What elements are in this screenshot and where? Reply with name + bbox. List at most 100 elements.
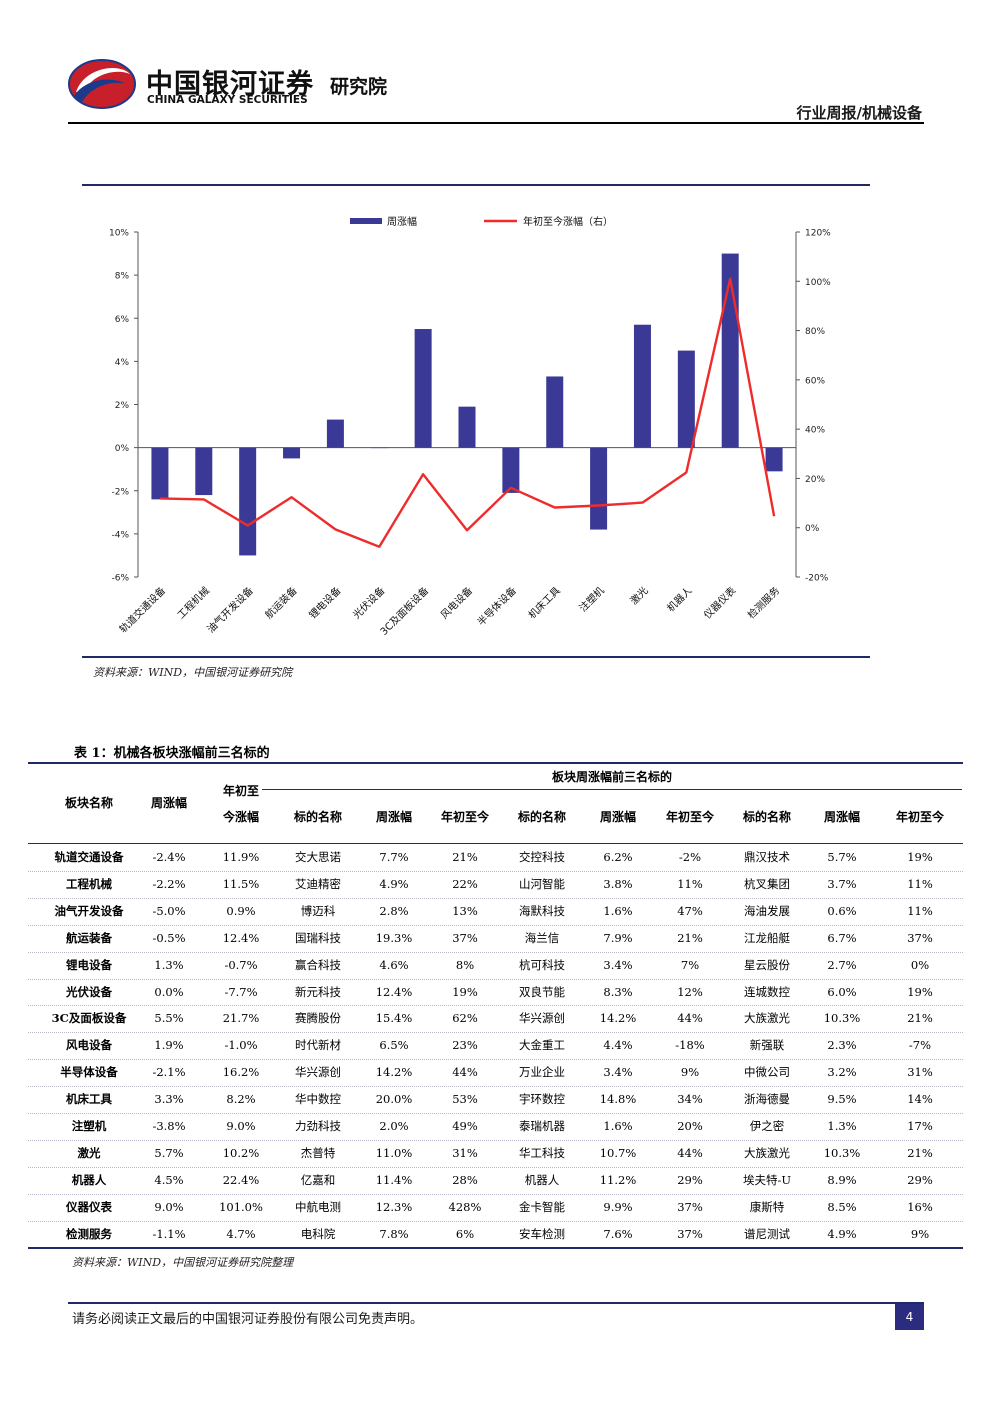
table-header-cell: 年初至今 — [665, 810, 714, 824]
table-cell: 华中数控 — [295, 1092, 341, 1107]
row-divider — [28, 951, 963, 953]
bar-6 — [414, 329, 432, 448]
table-cell: 5.5% — [154, 1011, 184, 1026]
table-cell: 4.4% — [603, 1038, 633, 1053]
sector-name: 注塑机 — [71, 1119, 107, 1133]
right-tick-label: 80% — [805, 327, 825, 337]
disclaimer-text: 请务必阅读正文最后的中国银河证券股份有限公司免责声明。 — [72, 1312, 424, 1327]
table-cell: 国瑞科技 — [295, 930, 341, 945]
table-cell: 6.7% — [827, 930, 857, 945]
table-cell: 20% — [677, 1119, 703, 1133]
table-cell: 21% — [677, 930, 703, 945]
table-cell: 4.9% — [379, 876, 409, 891]
table-cell: 101.0% — [219, 1199, 263, 1214]
table-cell: 12.4% — [222, 930, 260, 945]
footer-divider — [68, 1302, 924, 1304]
table-cell: 9.9% — [603, 1199, 633, 1214]
row-divider — [28, 1032, 963, 1034]
table-cell: 37% — [907, 930, 933, 945]
right-tick-label: 20% — [805, 475, 825, 485]
company-name-en: CHINA GALAXY SECURITIES — [147, 94, 308, 106]
table-cell: 大族激光 — [744, 1145, 790, 1160]
table-cell: 1.3% — [827, 1119, 857, 1133]
table-cell: 9.0% — [154, 1199, 184, 1214]
page-number: 4 — [895, 1304, 924, 1330]
table-cell: 10.3% — [823, 1145, 861, 1160]
table-cell: 2.3% — [827, 1038, 857, 1053]
table-cell: 8.9% — [827, 1172, 857, 1187]
table-cell: 12% — [677, 984, 703, 999]
table-cell: 艾迪精密 — [295, 876, 341, 891]
table-body: 轨道交通设备 -2.4% 11.9% 交大思诺 7.7% 21% 交控科技 6.2% -2% 鼎汉… — [0, 0, 992, 1241]
table-cell: 23% — [452, 1038, 478, 1053]
bar-10 — [590, 447, 608, 530]
table-cell: 11.5% — [222, 876, 260, 891]
table-cell: 44% — [677, 1011, 703, 1026]
left-tick-label: 10% — [109, 229, 129, 239]
table-header-cell: 周涨幅 — [375, 810, 412, 824]
sector-name: 仪器仪表 — [66, 1199, 112, 1214]
category-label: 半导体设备 — [474, 584, 519, 629]
sector-name: 激光 — [77, 1145, 101, 1160]
table-cell: 6.2% — [603, 850, 633, 864]
left-tick-label: 0% — [115, 444, 130, 454]
table-cell: 53% — [452, 1092, 478, 1107]
table-header-cell: 周涨幅 — [150, 796, 187, 810]
table-cell: 34% — [677, 1092, 703, 1107]
table-cell: 大族激光 — [744, 1011, 790, 1026]
category-label: 机床工具 — [525, 584, 562, 621]
table-cell: 安车检测 — [519, 1226, 565, 1241]
table-cell: 1.6% — [603, 903, 633, 918]
table-cell: 29% — [907, 1172, 933, 1187]
row-divider — [28, 1059, 963, 1061]
table-cell: -2.2% — [152, 876, 186, 891]
right-tick-label: 120% — [805, 229, 831, 239]
left-tick-label: -2% — [111, 487, 129, 497]
table-cell: -7.7% — [224, 984, 258, 999]
table-cell: 海兰信 — [524, 930, 560, 945]
table-cell: 伊之密 — [749, 1119, 785, 1133]
table-cell: 37% — [677, 1226, 703, 1241]
table-cell: 2.7% — [827, 957, 857, 972]
right-tick-label: 100% — [805, 278, 831, 288]
table-cell: 4.5% — [154, 1172, 184, 1187]
table-cell: 19.3% — [375, 930, 413, 945]
table-cell: 4.7% — [226, 1226, 256, 1241]
sector-name: 轨道交通设备 — [54, 850, 124, 864]
table-cell: 10.7% — [599, 1145, 637, 1160]
table-cell: 28% — [452, 1172, 478, 1187]
row-divider — [28, 924, 963, 926]
left-tick-label: -6% — [111, 574, 129, 584]
category-label: 注塑机 — [576, 584, 606, 614]
table-cell: 5.7% — [154, 1145, 184, 1160]
document-type: 行业周报/机械设备 — [796, 104, 922, 122]
table-cell: 7.7% — [379, 850, 409, 864]
table-cell: 22.4% — [222, 1172, 260, 1187]
category-label: 油气开发设备 — [204, 584, 256, 636]
table-cell: 杰普特 — [300, 1145, 336, 1160]
sector-name: 半导体设备 — [60, 1065, 118, 1080]
table-cell: 4.9% — [827, 1226, 857, 1241]
company-name-cn: 中国银河证券 — [146, 69, 314, 100]
table-cell: 6% — [455, 1226, 475, 1241]
table-cell: 机器人 — [524, 1172, 560, 1187]
table-cell: 万业企业 — [519, 1065, 565, 1080]
table-cell: 中航电测 — [295, 1199, 341, 1214]
row-divider — [28, 897, 963, 899]
table-header-row: 板块名称 周涨幅 年初至 今涨幅 标的名称 周涨幅 年初至今 标的名称 周涨幅 年初至今 标的名称周… — [0, 0, 992, 824]
table-cell: 14% — [907, 1092, 933, 1107]
table-header-cell: 年初至 今涨幅 — [210, 778, 272, 830]
category-label: 机器人 — [664, 584, 694, 614]
table-cell: 连城数控 — [744, 984, 790, 999]
table-header-cell: 年初至今 — [895, 810, 944, 824]
table-cell: 21% — [452, 850, 478, 864]
table-cell: 3.2% — [827, 1065, 857, 1080]
table-cell: -0.7% — [224, 957, 258, 972]
table-cell: 3.8% — [603, 876, 633, 891]
table-cell: 浙海德曼 — [744, 1092, 790, 1107]
category-label: 风电设备 — [438, 584, 475, 621]
bar-11 — [633, 324, 651, 448]
table-cell: 赛腾股份 — [295, 1011, 341, 1026]
left-tick-label: 2% — [115, 401, 130, 411]
table-cell: 泰瑞机器 — [519, 1119, 565, 1133]
